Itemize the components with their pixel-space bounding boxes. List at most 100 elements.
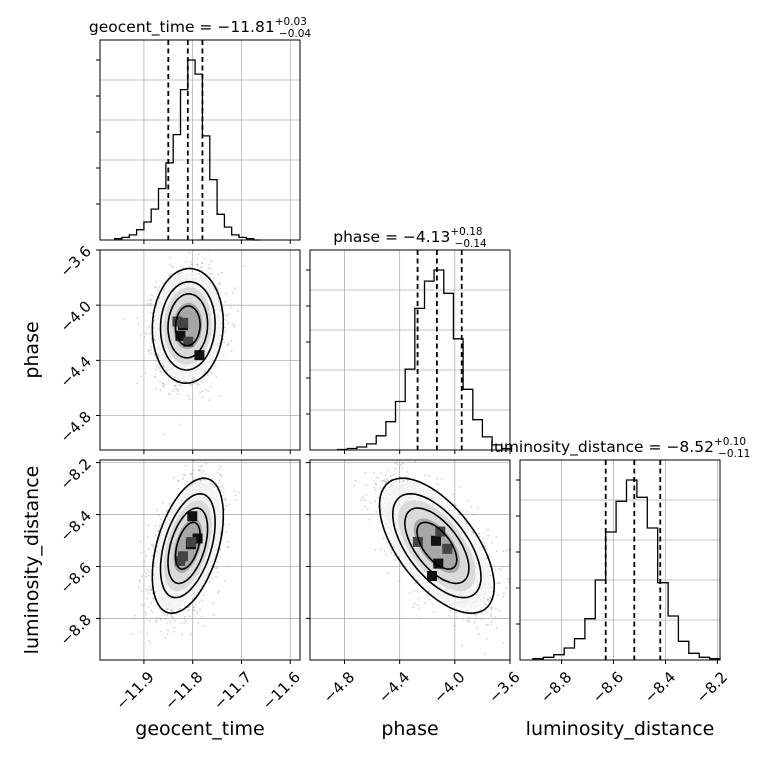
scatter-point (193, 606, 195, 609)
scatter-point (227, 523, 230, 526)
scatter-point (198, 601, 201, 604)
scatter-point (197, 384, 200, 386)
scatter-point (140, 375, 143, 378)
scatter-point (150, 601, 153, 604)
scatter-point (174, 626, 176, 629)
scatter-point (225, 292, 227, 295)
scatter-point (145, 588, 147, 591)
density-cell (183, 336, 194, 347)
scatter-point (148, 302, 151, 305)
scatter-point (207, 390, 210, 393)
scatter-point (172, 266, 175, 268)
scatter-point (230, 350, 233, 352)
density-core-luminosity_distance-geocent_time (175, 511, 203, 566)
scatter-point (210, 259, 213, 262)
contour-line-3 (174, 521, 201, 570)
scatter-point (154, 621, 157, 624)
scatter-point (205, 462, 208, 465)
scatter-point (203, 624, 205, 627)
scatter-point (162, 502, 165, 504)
scatter-point (158, 524, 161, 527)
scatter-point (227, 546, 229, 549)
scatter-point (200, 615, 203, 618)
scatter-point (149, 588, 152, 591)
scatter-point (188, 251, 191, 254)
scatter-point (155, 525, 157, 527)
scatter-point (219, 282, 221, 285)
scatter-point (220, 271, 223, 274)
scatter-point (137, 586, 140, 589)
scatter-point (134, 614, 137, 617)
scatter-point (158, 285, 161, 288)
scatter-point (187, 485, 190, 488)
scatter-point (146, 597, 148, 600)
scatter-point (161, 515, 164, 518)
scatter-point (180, 385, 182, 387)
scatter-point (218, 468, 220, 471)
density-cell (194, 350, 205, 361)
scatter-point (151, 352, 153, 355)
scatter-point (153, 285, 156, 288)
scatter-point (168, 502, 171, 505)
scatter-point (172, 389, 175, 392)
scatter-point (383, 550, 386, 552)
scatter-point (155, 280, 158, 283)
scatter-point (168, 274, 171, 276)
scatter-point (211, 273, 214, 276)
scatter-point (219, 465, 222, 468)
scatter-point (162, 365, 165, 368)
scatter-point (213, 485, 216, 488)
panel-background-phase-phase (310, 250, 510, 450)
scatter-point (149, 312, 152, 314)
scatter-point (218, 479, 221, 482)
scatter-point (150, 589, 153, 592)
scatter-point (148, 639, 151, 642)
scatter-point (215, 376, 218, 378)
scatter-point (162, 385, 165, 388)
scatter-point (166, 622, 169, 624)
density-cell (175, 330, 186, 341)
scatter-point (201, 381, 204, 383)
scatter-point (230, 306, 233, 309)
scatter-point (196, 257, 199, 259)
scatter-point (222, 491, 225, 493)
scatter-point (214, 566, 216, 569)
scatter-point (160, 282, 163, 284)
scatter-point (226, 540, 229, 543)
scatter-point (156, 509, 159, 512)
scatter-point (138, 580, 141, 583)
joint-panel-phase-geocent_time (123, 250, 246, 435)
scatter-point (163, 366, 165, 368)
scatter-point (219, 395, 222, 398)
scatter-point (145, 613, 148, 616)
scatter-point (224, 508, 227, 510)
scatter-point (150, 609, 153, 612)
scatter-point (211, 478, 214, 480)
scatter-point (150, 346, 153, 348)
scatter-point (208, 399, 211, 402)
scatter-point (156, 617, 158, 620)
scatter-point (197, 468, 200, 471)
scatter-point (196, 613, 199, 615)
scatter-point (204, 389, 207, 392)
scatter-point (237, 310, 240, 312)
scatter-point (175, 384, 177, 387)
scatter-point (208, 264, 211, 266)
scatter-point (147, 524, 150, 527)
scatter-point (147, 327, 150, 329)
scatter-point (216, 566, 219, 569)
scatter-point (167, 629, 169, 632)
scatter-point (166, 509, 168, 512)
scatter-point (175, 382, 178, 384)
scatter-point (228, 503, 230, 506)
scatter-point (484, 544, 486, 547)
scatter-point (201, 390, 204, 393)
scatter-point (192, 468, 195, 471)
scatter-point (157, 355, 160, 358)
scatter-point (194, 382, 196, 385)
scatter-point (164, 637, 167, 640)
scatter-point (209, 482, 212, 485)
scatter-point (141, 590, 143, 592)
scatter-point (193, 378, 196, 381)
scatter-point (144, 611, 147, 613)
